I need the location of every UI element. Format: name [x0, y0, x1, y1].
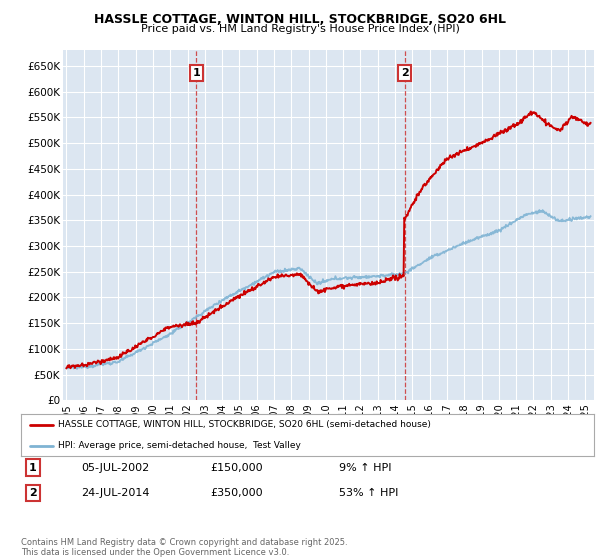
Text: 2: 2 [29, 488, 37, 498]
Text: 53% ↑ HPI: 53% ↑ HPI [339, 488, 398, 498]
Text: £350,000: £350,000 [210, 488, 263, 498]
Text: Contains HM Land Registry data © Crown copyright and database right 2025.
This d: Contains HM Land Registry data © Crown c… [21, 538, 347, 557]
Text: 05-JUL-2002: 05-JUL-2002 [81, 463, 149, 473]
Text: Price paid vs. HM Land Registry's House Price Index (HPI): Price paid vs. HM Land Registry's House … [140, 24, 460, 34]
Text: 1: 1 [29, 463, 37, 473]
Text: HASSLE COTTAGE, WINTON HILL, STOCKBRIDGE, SO20 6HL: HASSLE COTTAGE, WINTON HILL, STOCKBRIDGE… [94, 13, 506, 26]
Text: HASSLE COTTAGE, WINTON HILL, STOCKBRIDGE, SO20 6HL (semi-detached house): HASSLE COTTAGE, WINTON HILL, STOCKBRIDGE… [58, 421, 431, 430]
Text: HPI: Average price, semi-detached house,  Test Valley: HPI: Average price, semi-detached house,… [58, 441, 301, 450]
Text: 9% ↑ HPI: 9% ↑ HPI [339, 463, 391, 473]
Text: £150,000: £150,000 [210, 463, 263, 473]
Text: 1: 1 [193, 68, 200, 78]
Text: 24-JUL-2014: 24-JUL-2014 [81, 488, 149, 498]
Text: 2: 2 [401, 68, 409, 78]
